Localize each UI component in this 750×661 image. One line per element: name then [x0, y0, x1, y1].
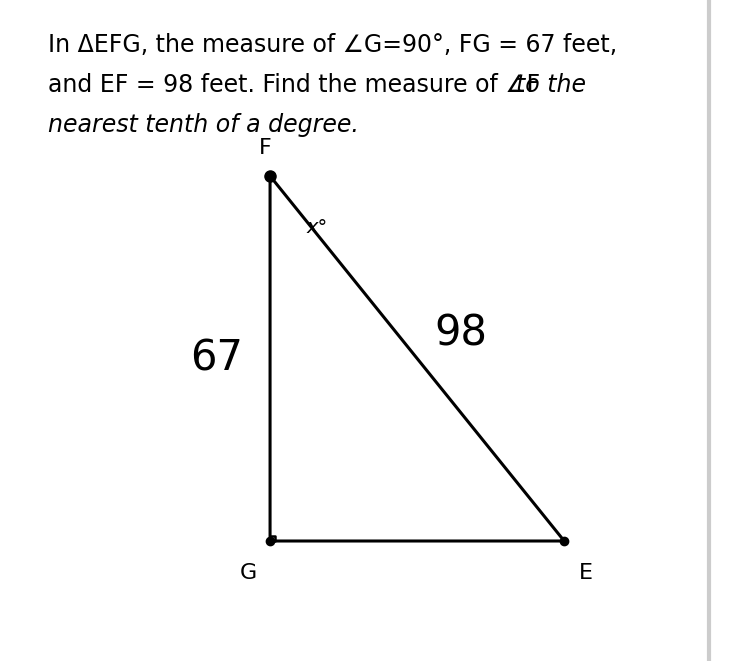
Text: G: G [240, 563, 257, 583]
Text: In ΔEFG, the measure of ∠G=90°, FG = 67 feet,: In ΔEFG, the measure of ∠G=90°, FG = 67 … [48, 33, 617, 57]
Text: 67: 67 [190, 338, 244, 379]
Text: to the: to the [516, 73, 586, 97]
Text: 98: 98 [434, 313, 487, 354]
Text: F: F [259, 138, 272, 158]
Text: x°: x° [307, 218, 328, 237]
Text: and EF = 98 feet. Find the measure of ∠F: and EF = 98 feet. Find the measure of ∠F [48, 73, 548, 97]
Text: nearest tenth of a degree.: nearest tenth of a degree. [48, 113, 359, 137]
Text: E: E [578, 563, 592, 583]
